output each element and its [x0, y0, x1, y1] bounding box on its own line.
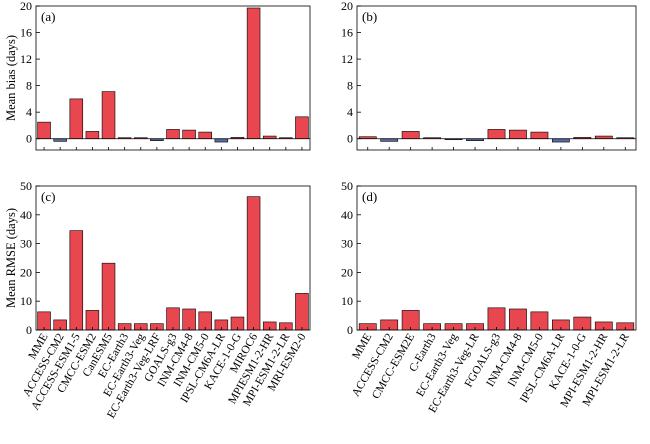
- bar-CanESM5: [101, 262, 116, 331]
- panel-label: (a): [41, 9, 55, 24]
- y-tick-label: 12: [20, 52, 32, 66]
- y-tick-label: 40: [341, 208, 353, 222]
- y-tick-label: 8: [26, 79, 32, 93]
- y-tick-label: 0: [26, 132, 32, 146]
- bar-FGOALS-g3: [487, 129, 506, 140]
- bar-CanESM5: [101, 91, 116, 140]
- y-tick-label: 10: [20, 294, 32, 308]
- y-tick-label: 50: [341, 179, 353, 193]
- y-tick-label: 0: [347, 132, 353, 146]
- bar-MPIESM1-2-HR: [262, 135, 277, 140]
- bar-MIROC6: [246, 7, 261, 140]
- bar-INM-CM4-8: [182, 308, 196, 331]
- bar-CMCC-ESM2E: [401, 131, 420, 140]
- bar-ACCESS-ESM1-5: [69, 230, 84, 331]
- bar-INM-CM4-8: [509, 129, 527, 140]
- bar-FGOALS-g3: [487, 307, 506, 331]
- y-tick-label: 20: [20, 0, 32, 13]
- panel-c: 01020304050MMEACCESS-CM2ACCESS-ESM1-5CMC…: [4, 179, 311, 420]
- bar-IPSL-CM6A-LR: [214, 138, 229, 143]
- bar-IPSL-CM6A-LR: [551, 138, 570, 143]
- bar-MRI-ESM2-0: [295, 116, 309, 140]
- y-tick-label: 20: [20, 265, 32, 279]
- y-axis-label: Mean bias (days): [4, 35, 18, 121]
- y-tick-label: 40: [20, 208, 32, 222]
- y-tick-label: 20: [341, 265, 353, 279]
- bar-MRI-ESM2-0: [295, 293, 309, 331]
- bar-INM-CM4-8: [509, 308, 527, 331]
- y-tick-label: 10: [341, 294, 353, 308]
- panel-label: (d): [362, 189, 377, 204]
- plot-frame: [356, 5, 637, 151]
- y-tick-label: 30: [20, 237, 32, 251]
- y-tick-label: 30: [341, 237, 353, 251]
- y-tick-label: 4: [347, 105, 353, 119]
- y-tick-label: 8: [347, 79, 353, 93]
- y-tick-label: 4: [26, 105, 32, 119]
- bar-CMCC-ESM2: [85, 131, 100, 140]
- bar-MME: [37, 121, 51, 140]
- bar-INM-CM4-8: [182, 129, 196, 140]
- panel-d: 01020304050MMEACCESS-CM2CMCC-ESM2EC-Eart…: [341, 179, 637, 415]
- y-tick-label: 0: [26, 323, 32, 337]
- bar-ACCESS-ESM1-5: [69, 98, 84, 140]
- panel-label: (c): [41, 189, 55, 204]
- panel-label: (b): [362, 9, 377, 24]
- bar-GOALS-g3: [166, 307, 180, 331]
- y-axis-label: Mean RMSE (days): [4, 208, 18, 308]
- panel-b: 0 4 8 12 16 20 (b): [341, 0, 637, 151]
- y-tick-label: 50: [20, 179, 32, 193]
- y-tick-label: 16: [20, 26, 32, 40]
- bar-GOALS-g3: [166, 129, 180, 140]
- bar-INM-CM5-0: [198, 131, 212, 140]
- panel-a: 0 4 8 12 16 20 (a) Mean bias (days): [4, 0, 311, 151]
- bar-INM-CM5-0: [530, 131, 549, 140]
- bar-MIROC6: [246, 196, 261, 331]
- y-tick-label: 20: [341, 0, 353, 13]
- y-tick-label: 0: [347, 323, 353, 337]
- y-tick-label: 12: [341, 52, 353, 66]
- bar-MPI-ESM1-2-HR: [594, 135, 613, 140]
- y-tick-label: 16: [341, 26, 353, 40]
